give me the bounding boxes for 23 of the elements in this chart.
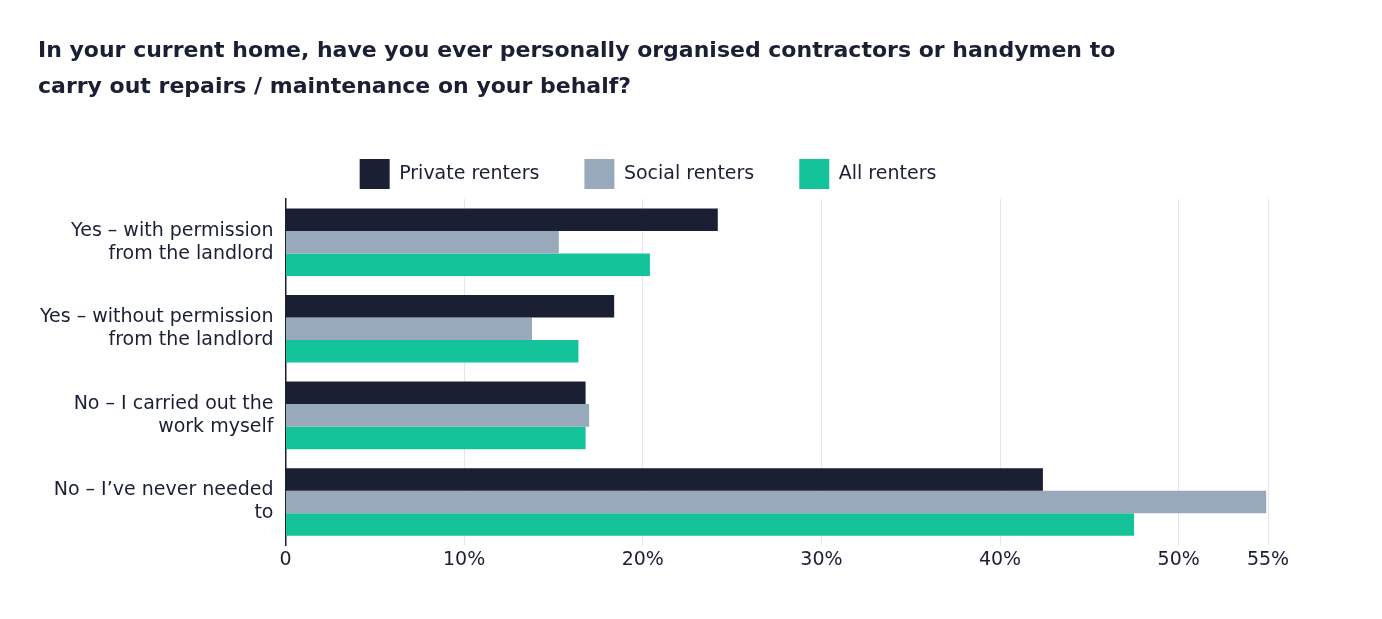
y-tick-label: Yes – without permission from the landlord	[38, 304, 274, 350]
bar	[285, 513, 1135, 536]
x-tick-label: 55%	[1246, 546, 1290, 569]
x-tick-label: 20%	[621, 546, 664, 569]
y-tick-label: No – I’ve never needed to	[53, 477, 274, 523]
bar	[285, 404, 590, 427]
bar	[285, 340, 579, 363]
x-tick-label: 0	[279, 546, 292, 569]
x-tick-label: 50%	[1157, 546, 1200, 569]
x-tick-label: 10%	[443, 546, 486, 569]
chart-title: In your current home, have you ever personally organised contractors or handymen to carry out repairs / maintenance on your behalf?	[37, 36, 1117, 100]
bar	[285, 490, 1267, 514]
legend-label: Social renters	[623, 160, 755, 183]
bar	[285, 317, 532, 341]
x-tick-label: 40%	[978, 546, 1022, 569]
bar	[285, 231, 559, 254]
bar	[285, 426, 586, 450]
legend-label: Private renters	[399, 160, 540, 183]
legend-label: All renters	[838, 160, 937, 183]
bar	[285, 253, 650, 277]
y-tick-label: No – I carried out the work myself	[73, 390, 275, 436]
y-tick-label: Yes – with permission from the landlord	[70, 217, 274, 263]
x-tick-label: 30%	[800, 546, 843, 569]
